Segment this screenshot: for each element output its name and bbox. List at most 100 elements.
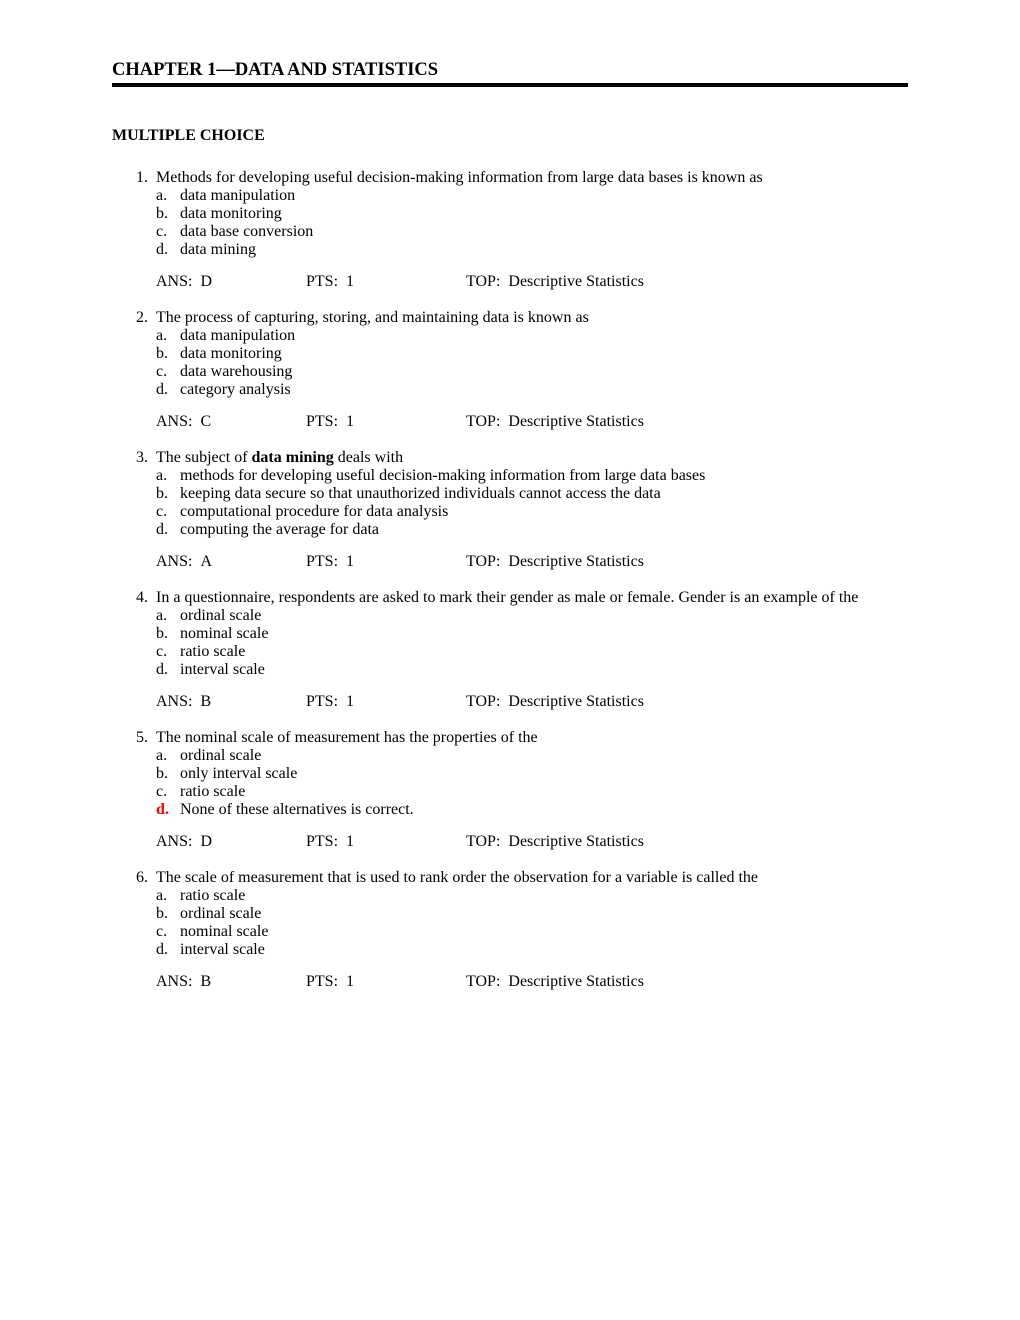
choice-text: only interval scale bbox=[180, 765, 297, 782]
top-value: Descriptive Statistics bbox=[508, 553, 644, 570]
answer-col: ANS: D bbox=[156, 273, 306, 291]
choice-row: a.data manipulation bbox=[156, 327, 908, 345]
pts-col: PTS: 1 bbox=[306, 413, 466, 431]
choice-text: interval scale bbox=[180, 661, 265, 678]
choice-row: c.nominal scale bbox=[156, 923, 908, 941]
choice-letter: a. bbox=[156, 187, 178, 205]
choice-row: b.ordinal scale bbox=[156, 905, 908, 923]
top-label: TOP: bbox=[466, 413, 500, 430]
pts-col: PTS: 1 bbox=[306, 273, 466, 291]
choice-letter: c. bbox=[156, 223, 178, 241]
pts-value: 1 bbox=[346, 553, 354, 570]
answer-col: ANS: C bbox=[156, 413, 306, 431]
ans-value: C bbox=[200, 413, 211, 430]
choice-row: d.data mining bbox=[156, 241, 908, 259]
choice-letter: c. bbox=[156, 643, 178, 661]
choice-letter: b. bbox=[156, 205, 178, 223]
ans-value: B bbox=[200, 693, 211, 710]
choice-text: data base conversion bbox=[180, 223, 313, 240]
answer-col: ANS: A bbox=[156, 553, 306, 571]
question-stem: The nominal scale of measurement has the… bbox=[156, 729, 908, 747]
question-number: 1. bbox=[122, 169, 148, 187]
question-number: 5. bbox=[122, 729, 148, 747]
stem-text-pre: The subject of bbox=[156, 449, 252, 466]
choice-text: computational procedure for data analysi… bbox=[180, 503, 448, 520]
top-value: Descriptive Statistics bbox=[508, 693, 644, 710]
chapter-title: CHAPTER 1—DATA AND STATISTICS bbox=[112, 60, 908, 87]
ans-value: B bbox=[200, 973, 211, 990]
pts-value: 1 bbox=[346, 413, 354, 430]
choice-row: a.ratio scale bbox=[156, 887, 908, 905]
top-label: TOP: bbox=[466, 833, 500, 850]
choice-row: b.nominal scale bbox=[156, 625, 908, 643]
answer-row: ANS: B PTS: 1TOP: Descriptive Statistics bbox=[156, 693, 908, 711]
top-label: TOP: bbox=[466, 973, 500, 990]
choice-letter: c. bbox=[156, 363, 178, 381]
question-stem: The subject of data mining deals with bbox=[156, 449, 908, 467]
question-stem: The process of capturing, storing, and m… bbox=[156, 309, 908, 327]
choice-letter: d. bbox=[156, 941, 178, 959]
stem-text-bold: data mining bbox=[252, 449, 334, 466]
choice-row: b.only interval scale bbox=[156, 765, 908, 783]
pts-col: PTS: 1 bbox=[306, 833, 466, 851]
choice-text: data mining bbox=[180, 241, 256, 258]
choice-letter: d. bbox=[156, 241, 178, 259]
ans-label: ANS: bbox=[156, 833, 192, 850]
choice-row: d.interval scale bbox=[156, 941, 908, 959]
question-block: 6.The scale of measurement that is used … bbox=[112, 869, 908, 991]
choice-text: data monitoring bbox=[180, 205, 282, 222]
top-label: TOP: bbox=[466, 553, 500, 570]
choice-row: c.data warehousing bbox=[156, 363, 908, 381]
choice-text: interval scale bbox=[180, 941, 265, 958]
answer-col: ANS: B bbox=[156, 973, 306, 991]
stem-text-post: deals with bbox=[334, 449, 403, 466]
questions-container: 1.Methods for developing useful decision… bbox=[112, 169, 908, 991]
choice-row: a.ordinal scale bbox=[156, 607, 908, 625]
section-title: MULTIPLE CHOICE bbox=[112, 127, 908, 145]
choice-row: b.data monitoring bbox=[156, 205, 908, 223]
ans-value: D bbox=[200, 833, 212, 850]
top-col: TOP: Descriptive Statistics bbox=[466, 693, 908, 711]
choice-row: d.None of these alternatives is correct. bbox=[156, 801, 908, 819]
pts-label: PTS: bbox=[306, 413, 338, 430]
pts-value: 1 bbox=[346, 693, 354, 710]
choice-letter: b. bbox=[156, 625, 178, 643]
question-number: 4. bbox=[122, 589, 148, 607]
answer-col: ANS: D bbox=[156, 833, 306, 851]
choice-letter: d. bbox=[156, 381, 178, 399]
question-block: 2.The process of capturing, storing, and… bbox=[112, 309, 908, 431]
answer-row: ANS: CPTS: 1TOP: Descriptive Statistics bbox=[156, 413, 908, 431]
choice-row: c.computational procedure for data analy… bbox=[156, 503, 908, 521]
pts-label: PTS: bbox=[306, 273, 338, 290]
pts-label: PTS: bbox=[306, 973, 338, 990]
pts-label: PTS: bbox=[306, 553, 338, 570]
question-block: 5. The nominal scale of measurement has t… bbox=[112, 729, 908, 851]
choice-text: data manipulation bbox=[180, 187, 295, 204]
pts-value: 1 bbox=[346, 973, 354, 990]
pts-col: PTS: 1 bbox=[306, 553, 466, 571]
pts-col: PTS: 1 bbox=[306, 693, 466, 711]
pts-value: 1 bbox=[346, 273, 354, 290]
choice-text: category analysis bbox=[180, 381, 291, 398]
choice-letter: a. bbox=[156, 467, 178, 485]
choice-row: a.data manipulation bbox=[156, 187, 908, 205]
choice-row: d.interval scale bbox=[156, 661, 908, 679]
top-value: Descriptive Statistics bbox=[508, 273, 644, 290]
ans-label: ANS: bbox=[156, 693, 192, 710]
choice-text: ordinal scale bbox=[180, 747, 261, 764]
question-block: 4.In a questionnaire, respondents are as… bbox=[112, 589, 908, 711]
choice-text: methods for developing useful decision-m… bbox=[180, 467, 705, 484]
choice-text: data monitoring bbox=[180, 345, 282, 362]
top-col: TOP: Descriptive Statistics bbox=[466, 833, 908, 851]
choice-letter: d. bbox=[156, 661, 178, 679]
choice-text: ordinal scale bbox=[180, 607, 261, 624]
question-number: 3. bbox=[122, 449, 148, 467]
choice-row: d.category analysis bbox=[156, 381, 908, 399]
choice-letter: c. bbox=[156, 783, 178, 801]
choice-text: computing the average for data bbox=[180, 521, 379, 538]
question-block: 3.The subject of data mining deals witha… bbox=[112, 449, 908, 571]
choice-row: c.data base conversion bbox=[156, 223, 908, 241]
pts-value: 1 bbox=[346, 833, 354, 850]
ans-label: ANS: bbox=[156, 273, 192, 290]
top-label: TOP: bbox=[466, 693, 500, 710]
